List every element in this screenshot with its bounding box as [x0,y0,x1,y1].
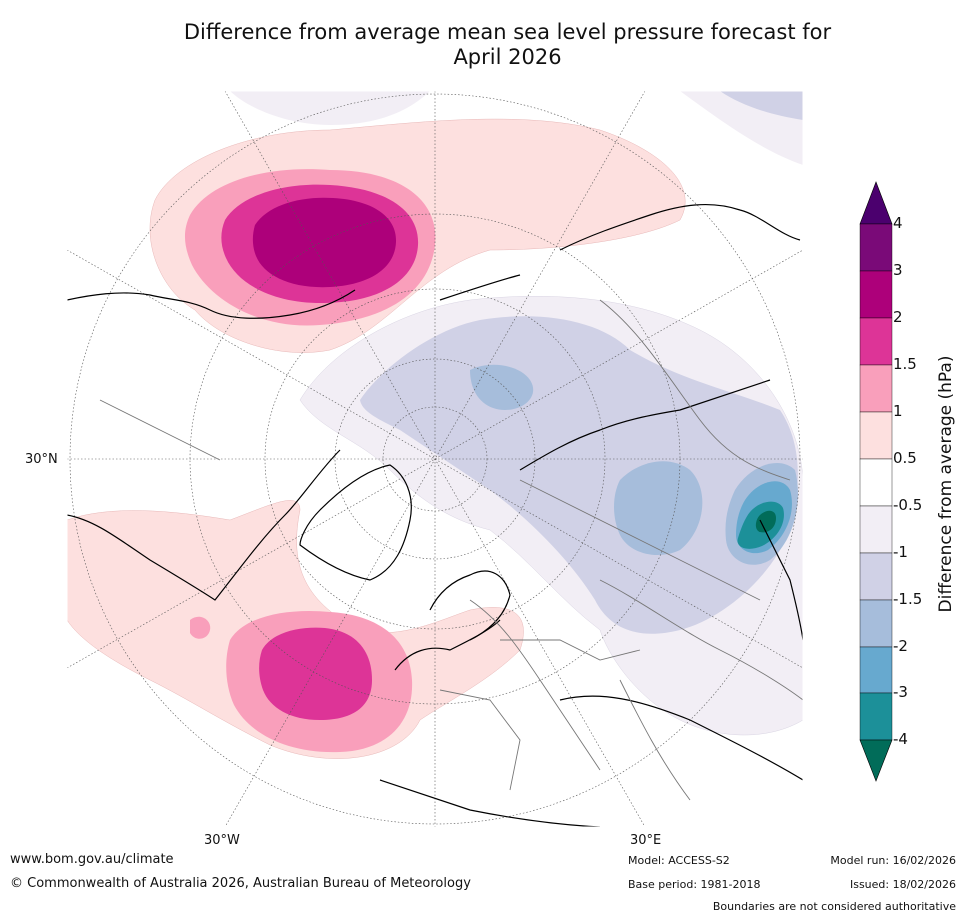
footer-base-period: Base period: 1981-2018 [628,878,761,891]
colorbar-tick-neg2: -2 [893,637,908,655]
lon-label-30w: 30°W [204,833,240,848]
colorbar-under-triangle [859,739,893,782]
country-borders [99,299,803,801]
lat-label-30n: 30°N [25,452,58,467]
colorbar-tick-4: 4 [893,214,903,232]
footer-issued: Issued: 18/02/2026 [849,878,956,891]
footer-disclaimer: Boundaries are not considered authoritat… [712,900,956,913]
colorbar-tick-neg0.5: -0.5 [893,496,923,514]
footer-model: Model: ACCESS-S2 [628,854,730,867]
colorbar-swatch-neutral [859,458,893,507]
graticule [67,91,803,827]
map-border [66,90,804,828]
lon-label-30e: 30°E [630,833,662,848]
footer-copyright: © Commonwealth of Australia 2026, Austra… [10,876,471,891]
colorbar [859,181,893,782]
colorbar-swatch-0.5-to-1 [859,411,893,460]
anomaly-arctic-neg0.5 [230,91,430,125]
anomaly-atlantic-1-b [190,616,211,639]
colorbar-swatch-3-to-4 [859,223,893,272]
title-line-1: Difference from average mean sea level p… [183,20,832,44]
colorbar-swatch-neg1-to-neg0.5 [859,505,893,554]
anomaly-eurasia-neg1 [360,316,798,634]
anomaly-eastasia-neg4 [755,510,776,533]
anomaly-ne-neg1 [720,91,803,120]
anomaly-eurasia-neg1.5-b [470,364,534,410]
colorbar-swatch-neg3-to-neg2 [859,646,893,694]
colorbar-tick-neg3: -3 [893,683,908,701]
title-line-2: April 2026 [453,45,562,69]
colorbar-swatch-neg2-to-neg1.5 [859,599,893,648]
colorbar-tick-neg1: -1 [893,543,908,561]
footer-website[interactable]: www.bom.gov.au/climate [10,852,174,867]
anomaly-atlantic-1.5 [259,627,372,720]
anomaly-eurasia-neg1.5 [614,461,703,555]
colorbar-swatch-neg4-to-neg3 [859,692,893,741]
colorbar-swatch-1.5-to-2 [859,317,893,366]
colorbar-swatch-neg1.5-to-neg1 [859,552,893,601]
colorbar-tick-1.5: 1.5 [893,355,917,373]
colorbar-title: Difference from average (hPa) [936,355,956,613]
map-area [67,91,803,827]
colorbar-tick-2: 2 [893,308,903,326]
colorbar-tick-neg4: -4 [893,730,908,748]
footer-model-run: Model run: 16/02/2026 [830,854,956,867]
colorbar-over-triangle [859,181,893,225]
coastlines [67,203,803,827]
anomaly-pacific-2 [252,197,397,288]
colorbar-tick-0.5: 0.5 [893,449,917,467]
colorbar-swatch-2-to-3 [859,270,893,319]
colorbar-tick-3: 3 [893,261,903,279]
colorbar-tick-1: 1 [893,402,903,420]
colorbar-tick-neg1.5: -1.5 [893,590,923,608]
chart-title: Difference from average mean sea level p… [40,20,965,70]
colorbar-swatch-1-to-1.5 [859,364,893,413]
